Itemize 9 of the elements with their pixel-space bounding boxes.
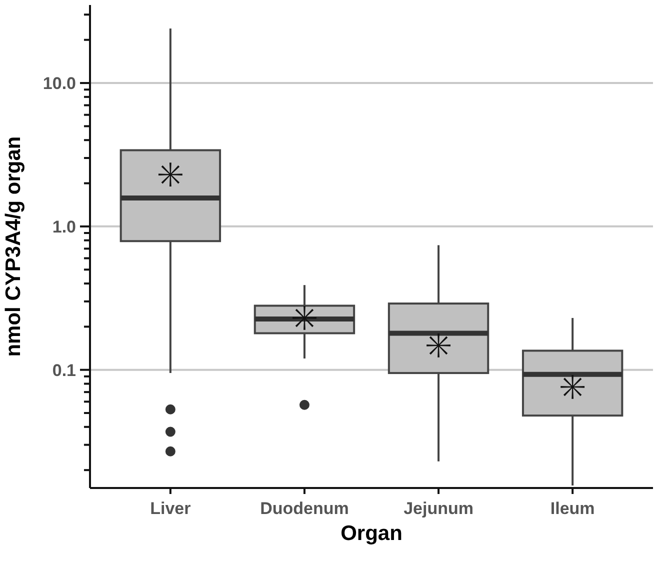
y-tick-label: 1.0 bbox=[52, 217, 76, 236]
y-tick-label: 10.0 bbox=[42, 74, 76, 93]
y-tick-label: 0.1 bbox=[52, 360, 76, 380]
x-tick-label: Jejunum bbox=[404, 499, 474, 518]
y-axis-title: nmol CYP3A4/g organ bbox=[2, 136, 25, 357]
x-tick-label: Duodenum bbox=[260, 499, 349, 518]
x-tick-label: Liver bbox=[150, 499, 192, 518]
x-tick-label: Ileum bbox=[550, 499, 595, 518]
x-axis-title: Organ bbox=[340, 522, 402, 545]
